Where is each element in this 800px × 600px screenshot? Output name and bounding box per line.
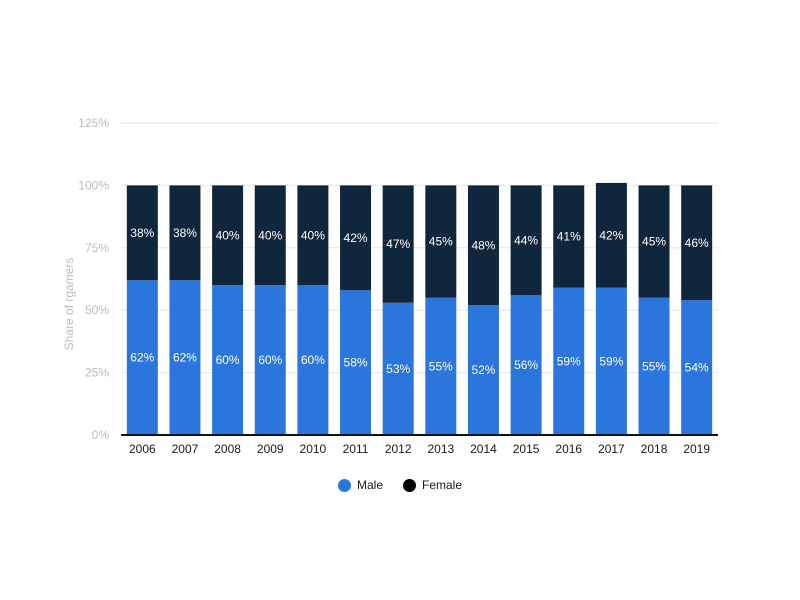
bar-female-2017 [595, 182, 627, 288]
data-label-male-2009: 60% [258, 353, 282, 367]
data-label-female-2012: 47% [386, 237, 410, 251]
bar-male-2011 [340, 290, 372, 435]
data-label-male-2017: 59% [599, 354, 623, 368]
bar-female-2014 [467, 185, 499, 306]
bar-female-2011 [340, 185, 372, 291]
data-label-male-2015: 56% [514, 358, 538, 372]
legend-item-female[interactable]: Female [403, 478, 462, 492]
x-tick-label-2016: 2016 [555, 442, 582, 456]
data-label-male-2018: 55% [642, 359, 666, 373]
bar-female-2009 [254, 185, 286, 286]
data-label-male-2014: 52% [471, 363, 495, 377]
bar-male-2019 [681, 300, 713, 435]
x-tick-label-2008: 2008 [214, 442, 241, 456]
data-label-male-2012: 53% [386, 362, 410, 376]
data-label-female-2006: 38% [130, 226, 154, 240]
data-label-male-2006: 62% [130, 351, 154, 365]
x-tick-label-2018: 2018 [641, 442, 668, 456]
bar-female-2008 [212, 185, 244, 286]
data-label-female-2016: 41% [557, 230, 581, 244]
x-tick-label-2007: 2007 [172, 442, 199, 456]
data-label-female-2018: 45% [642, 235, 666, 249]
bar-male-2017 [595, 287, 627, 435]
bar-female-2019 [681, 185, 713, 301]
data-label-female-2013: 45% [429, 235, 453, 249]
data-label-female-2014: 48% [471, 238, 495, 252]
data-label-female-2011: 42% [344, 231, 368, 245]
data-label-male-2011: 58% [344, 356, 368, 370]
bar-female-2015 [510, 185, 542, 296]
x-tick-label-2014: 2014 [470, 442, 497, 456]
bar-female-2007 [169, 185, 201, 281]
x-tick-label-2010: 2010 [300, 442, 327, 456]
data-label-female-2017: 42% [599, 228, 623, 242]
data-label-male-2008: 60% [216, 353, 240, 367]
x-tick-label-2013: 2013 [427, 442, 454, 456]
x-tick-label-2012: 2012 [385, 442, 412, 456]
y-tick-label: 50% [85, 303, 109, 317]
data-label-male-2019: 54% [685, 361, 709, 375]
bar-male-2008 [212, 285, 244, 435]
y-tick-label: 100% [78, 178, 109, 192]
bar-male-2012 [382, 302, 414, 435]
data-label-male-2007: 62% [173, 351, 197, 365]
data-label-female-2010: 40% [301, 228, 325, 242]
data-label-female-2007: 38% [173, 226, 197, 240]
bar-male-2013 [425, 297, 457, 435]
bar-male-2007 [169, 280, 201, 435]
x-tick-label-2017: 2017 [598, 442, 625, 456]
bar-male-2016 [553, 287, 585, 435]
x-tick-label-2006: 2006 [129, 442, 156, 456]
data-label-female-2015: 44% [514, 233, 538, 247]
y-tick-label: 125% [78, 116, 109, 130]
y-tick-label: 25% [85, 366, 109, 380]
data-label-female-2019: 46% [685, 236, 709, 250]
bar-female-2018 [638, 185, 670, 298]
x-tick-label-2009: 2009 [257, 442, 284, 456]
y-axis-title: Share of rgamers [62, 258, 76, 351]
data-label-male-2010: 60% [301, 353, 325, 367]
bar-female-2010 [297, 185, 329, 286]
data-label-male-2013: 55% [429, 359, 453, 373]
legend-item-male[interactable]: Male [337, 478, 383, 492]
data-label-female-2008: 40% [216, 228, 240, 242]
bar-male-2014 [467, 305, 499, 435]
y-tick-label: 75% [85, 241, 109, 255]
x-tick-label-2015: 2015 [513, 442, 540, 456]
bar-male-2009 [254, 285, 286, 435]
legend: Male Female [0, 478, 800, 492]
bar-female-2006 [126, 185, 158, 281]
bar-female-2016 [553, 185, 585, 288]
legend-swatch-female [403, 478, 416, 492]
data-label-male-2016: 59% [557, 354, 581, 368]
data-label-female-2009: 40% [258, 228, 282, 242]
x-tick-label-2011: 2011 [343, 442, 369, 456]
legend-swatch-male [337, 478, 351, 492]
x-tick-label-2019: 2019 [683, 442, 710, 456]
y-tick-label: 0% [92, 428, 110, 442]
bar-male-2018 [638, 297, 670, 435]
legend-label-male: Male [356, 478, 383, 492]
bar-male-2015 [510, 295, 542, 435]
legend-label-female: Female [422, 478, 463, 492]
bar-male-2006 [126, 280, 158, 435]
bar-female-2012 [382, 185, 414, 303]
bar-male-2010 [297, 285, 329, 435]
bar-female-2013 [425, 185, 457, 298]
